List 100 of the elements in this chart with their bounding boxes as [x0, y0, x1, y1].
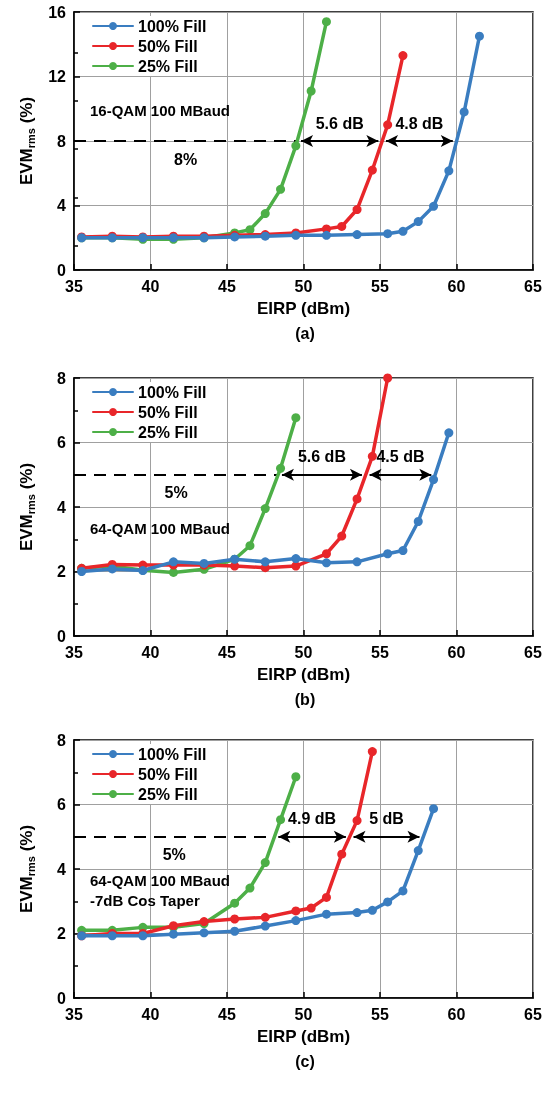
point	[474, 31, 484, 41]
point	[367, 905, 377, 915]
legend-label: 100% Fill	[138, 745, 207, 763]
point	[352, 557, 362, 567]
point	[459, 107, 469, 117]
x-tick-label: 40	[141, 1005, 160, 1023]
point	[230, 914, 240, 924]
point	[321, 558, 331, 568]
x-tick-label: 60	[447, 643, 466, 661]
x-tick-label: 55	[371, 277, 389, 295]
x-tick-label: 60	[447, 277, 466, 295]
point	[413, 846, 423, 856]
point	[245, 541, 255, 551]
point	[291, 561, 301, 571]
y-axis-title: EVMrms (%)	[17, 462, 37, 552]
y-tick-label: 8	[57, 132, 67, 150]
text: (a)	[295, 324, 315, 342]
point	[245, 883, 255, 893]
point	[306, 86, 316, 96]
point	[291, 554, 301, 564]
legend-label: 100% Fill	[138, 17, 207, 35]
x-tick-label: 40	[141, 277, 160, 295]
point	[383, 897, 393, 907]
legend-label: 50% Fill	[138, 403, 198, 421]
x-tick-label: 65	[524, 277, 542, 295]
point	[291, 916, 301, 926]
x-tick-label: 50	[294, 643, 313, 661]
point	[230, 898, 240, 908]
point	[352, 908, 362, 918]
point	[429, 201, 439, 211]
point	[383, 373, 393, 383]
annotation: 5.6 dB	[297, 448, 346, 466]
y-tick-label: 8	[57, 369, 67, 387]
x-axis-title: EIRP (dBm)	[256, 1027, 351, 1046]
ref-line-label: 5%	[162, 846, 186, 864]
x-tick-label: 60	[447, 1005, 466, 1023]
annotation: 4.8 dB	[395, 114, 444, 132]
x-tick-label: 55	[371, 643, 389, 661]
y-tick-label: 2	[57, 563, 67, 580]
point	[383, 549, 393, 559]
point	[291, 413, 301, 423]
point	[321, 892, 331, 902]
point	[413, 217, 423, 227]
annotation: 4.5 dB	[376, 448, 425, 466]
x-tick-label: 65	[524, 1005, 542, 1023]
y-tick-label: 0	[57, 261, 67, 279]
point	[398, 546, 408, 556]
point	[168, 567, 178, 577]
annotation: 4.9 dB	[288, 810, 337, 828]
legend-label: 50% Fill	[138, 765, 198, 783]
annotation: 64-QAM 100 MBaud	[90, 519, 231, 537]
y-tick-label: 16	[48, 3, 67, 21]
point	[260, 557, 270, 567]
annotation: 5.6 dB	[315, 114, 364, 132]
point	[260, 921, 270, 931]
legend-label: 50% Fill	[138, 37, 198, 55]
point	[352, 205, 362, 215]
point	[291, 141, 301, 151]
y-axis-title: EVMrms (%)	[17, 96, 37, 186]
point	[398, 886, 408, 896]
annotation: 16-QAM 100 MBaud	[90, 101, 231, 119]
point	[260, 912, 270, 922]
x-tick-label: 45	[218, 277, 236, 295]
y-tick-label: 6	[57, 434, 67, 451]
x-tick-label: 65	[524, 643, 542, 661]
point	[199, 928, 209, 938]
point	[429, 804, 439, 814]
point	[260, 504, 270, 514]
point	[291, 906, 301, 916]
point	[168, 929, 178, 939]
y-tick-label: 2	[57, 925, 67, 942]
point	[321, 909, 331, 919]
point	[276, 463, 286, 473]
x-tick-label: 45	[218, 643, 236, 661]
legend-label: 25% Fill	[138, 57, 198, 75]
point	[352, 816, 362, 826]
x-tick-label: 35	[65, 643, 83, 661]
x-tick-label: 45	[218, 1005, 236, 1023]
point	[367, 451, 377, 461]
x-tick-label: 35	[65, 1005, 83, 1023]
point	[245, 225, 255, 235]
y-tick-label: 4	[57, 197, 67, 214]
point	[260, 858, 270, 868]
point	[367, 165, 377, 175]
annotation: 5 dB	[369, 810, 404, 828]
point	[230, 926, 240, 936]
y-tick-label: 4	[57, 860, 67, 878]
x-tick-label: 50	[294, 1005, 313, 1023]
point	[276, 184, 286, 194]
x-tick-label: 40	[141, 643, 160, 661]
legend-label: 25% Fill	[138, 423, 198, 441]
point	[291, 772, 301, 782]
point	[398, 51, 408, 61]
point	[383, 120, 393, 130]
y-tick-label: 6	[57, 796, 67, 813]
point	[352, 494, 362, 504]
point	[352, 230, 362, 240]
point	[337, 531, 347, 541]
point	[306, 903, 316, 913]
x-tick-label: 50	[294, 277, 313, 295]
